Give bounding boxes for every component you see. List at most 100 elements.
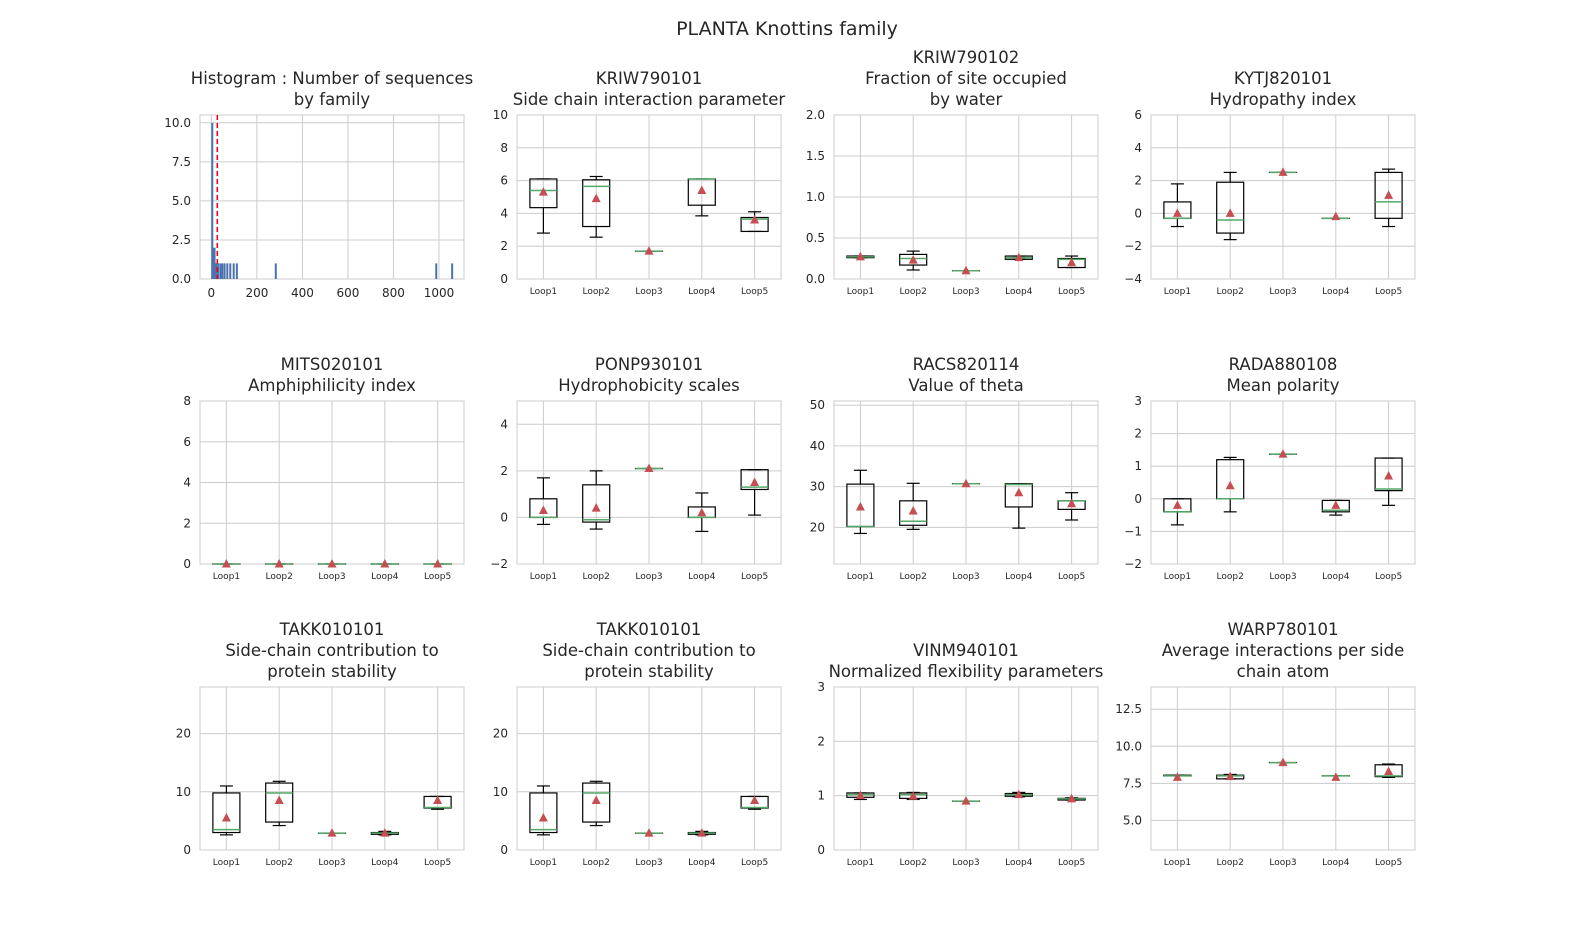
x-tick-label: Loop1	[530, 858, 557, 868]
box-loop2	[265, 559, 294, 568]
panel-kriw790102: KRIW790102 Fraction of site occupied by wa…	[806, 48, 1099, 297]
x-tick-label: Loop3	[1269, 858, 1296, 868]
box-loop1	[846, 790, 875, 801]
y-tick-label: 50	[810, 398, 825, 412]
mean-marker	[1331, 211, 1341, 221]
panel-mits020101: MITS020101 Amphiphilicity index Loop1 Loop2…	[183, 355, 465, 582]
x-tick-label: Loop2	[900, 287, 927, 297]
mean-marker	[221, 559, 231, 568]
panel-title: Value of theta	[908, 376, 1023, 395]
panel-kytj820101: KYTJ820101 Hydropathy index Loop1 Loop2 Loop…	[1124, 69, 1416, 297]
x-tick-label: Loop4	[688, 858, 716, 868]
x-tick-label: 1000	[424, 286, 455, 300]
hist-bar	[219, 263, 222, 279]
y-tick-label: 6	[1134, 108, 1142, 122]
hist-bar	[226, 263, 229, 279]
y-tick-label: 10	[176, 785, 191, 799]
mean-marker	[591, 193, 601, 203]
mean-marker	[591, 795, 601, 805]
hist-bar	[221, 263, 224, 279]
box-loop2	[582, 470, 611, 530]
y-tick-label: 2	[500, 239, 508, 253]
panel-title: Normalized flexibility parameters	[829, 662, 1104, 681]
mean-marker	[697, 507, 707, 517]
mean-marker	[697, 185, 707, 194]
box-body	[529, 178, 558, 209]
x-tick-label: Loop3	[318, 572, 345, 582]
mean-marker	[855, 790, 865, 800]
x-tick-label: Loop2	[266, 858, 293, 868]
y-tick-label: 40	[810, 439, 825, 453]
panel-title: RADA880108	[1229, 355, 1338, 374]
y-tick-label: 2.0	[806, 108, 825, 122]
y-tick-label: 10	[493, 785, 508, 799]
x-tick-label: Loop3	[318, 858, 345, 868]
panel-title: WARP780101	[1227, 620, 1338, 639]
x-tick-label: Loop4	[1322, 858, 1350, 868]
panel-title: TAKK010101	[596, 620, 702, 639]
y-tick-label: 4	[1134, 141, 1142, 155]
y-tick-label: −4	[1124, 272, 1142, 286]
y-tick-label: 10.0	[1115, 739, 1142, 753]
box-loop3	[1268, 757, 1298, 767]
box-loop3	[317, 559, 347, 568]
box-loop5	[1374, 763, 1403, 778]
box-loop3	[951, 478, 981, 488]
panel-title: Side-chain contribution to	[225, 641, 438, 660]
box-body	[212, 792, 241, 834]
box-loop3	[634, 246, 664, 255]
x-tick-label: Loop3	[635, 287, 662, 297]
box-loop4	[687, 492, 716, 533]
axes-frame	[516, 686, 782, 851]
axes-frame	[833, 400, 1099, 565]
mean-marker	[1384, 766, 1394, 775]
x-tick-label: Loop3	[952, 858, 979, 868]
box-loop1	[1163, 498, 1192, 526]
mean-marker	[908, 255, 918, 264]
mean-marker	[1172, 772, 1182, 781]
y-tick-label: 2.5	[172, 233, 191, 247]
y-tick-label: 8	[183, 394, 191, 408]
x-tick-label: Loop2	[1217, 287, 1244, 297]
x-tick-label: Loop3	[635, 858, 662, 868]
mean-marker	[433, 559, 443, 568]
y-tick-label: 2	[183, 516, 191, 530]
y-tick-label: 0	[500, 510, 508, 524]
panel-takk010101a: TAKK010101 Side-chain contribution to prot…	[176, 620, 465, 868]
y-tick-label: 0	[183, 557, 191, 571]
box-loop5	[423, 795, 452, 810]
panel-vinm940101: VINM940101 Normalized flexibility paramet…	[817, 641, 1103, 868]
box-loop2	[1216, 456, 1245, 513]
axes-frame	[516, 114, 782, 280]
panel-title: Hydrophobicity scales	[558, 376, 740, 395]
panels: Histogram : Number of sequences by family…	[164, 48, 1416, 868]
y-tick-label: 3	[817, 680, 825, 694]
y-tick-label: 0	[183, 843, 191, 857]
x-tick-label: Loop4	[688, 572, 716, 582]
y-tick-label: −1	[1124, 524, 1142, 538]
box-loop4	[1321, 499, 1350, 516]
box-body	[899, 253, 928, 266]
y-tick-label: 30	[810, 480, 825, 494]
x-tick-label: Loop4	[371, 858, 399, 868]
box-body	[529, 792, 558, 834]
panel-kriw790101: KRIW790101 Side chain interaction paramet…	[493, 69, 786, 297]
y-tick-label: 0.0	[806, 272, 825, 286]
x-tick-label: Loop1	[213, 572, 240, 582]
box-loop2	[265, 780, 294, 827]
y-tick-label: 0	[500, 843, 508, 857]
box-loop3	[1268, 449, 1298, 458]
box-loop1	[212, 559, 241, 568]
axes-frame	[833, 686, 1099, 851]
axes-frame	[1150, 686, 1416, 851]
x-tick-label: Loop4	[1005, 572, 1033, 582]
mean-marker	[433, 795, 443, 805]
x-tick-label: Loop1	[1164, 287, 1191, 297]
box-body	[1374, 457, 1403, 492]
y-tick-label: 10	[493, 108, 508, 122]
box-loop1	[846, 251, 875, 261]
panel-title: Histogram : Number of sequences	[191, 69, 473, 88]
hist-bar	[223, 263, 226, 279]
mean-marker	[327, 828, 337, 837]
